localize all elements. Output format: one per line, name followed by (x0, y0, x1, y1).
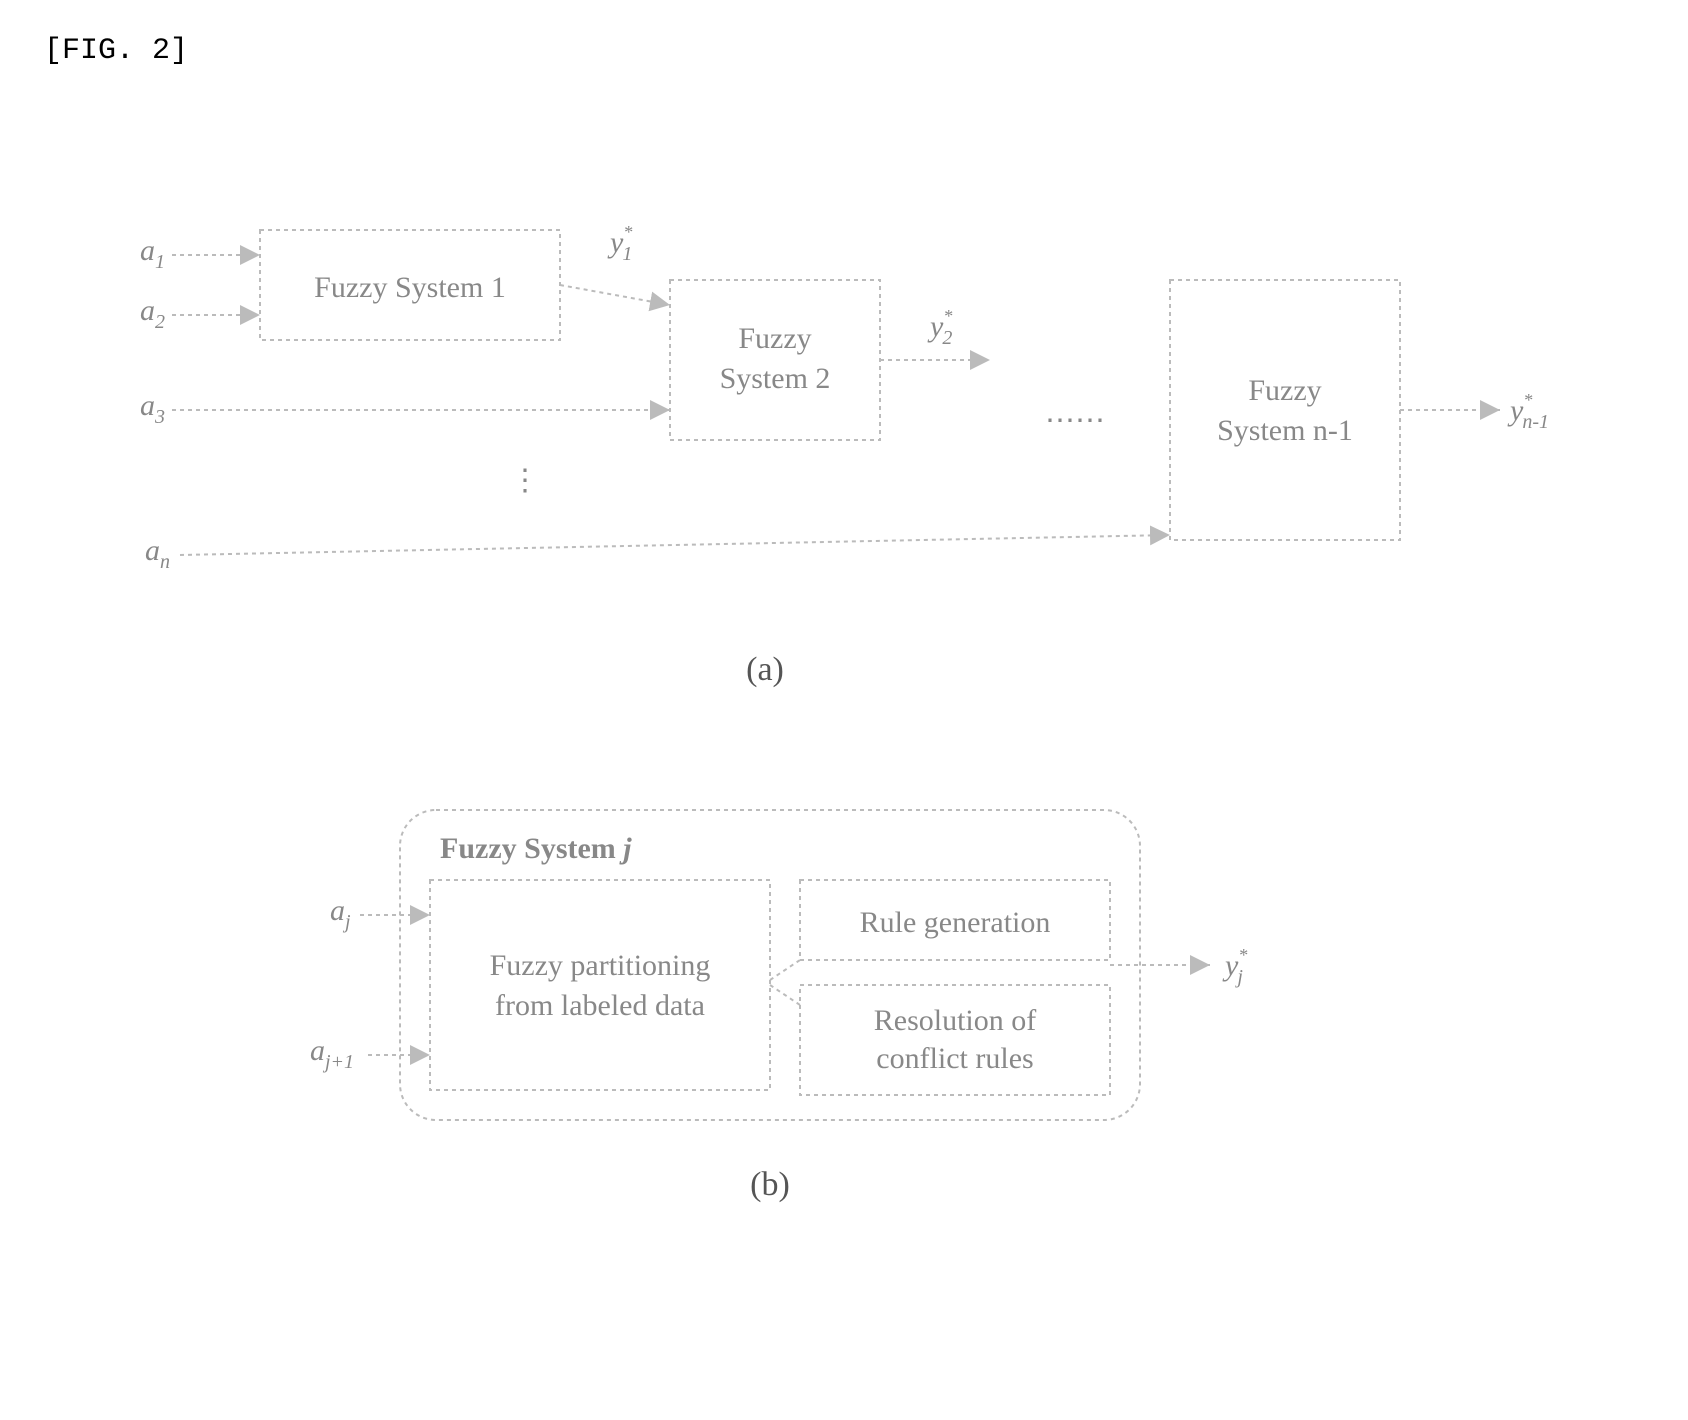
ellipsis-vertical: ⋮ (510, 464, 540, 497)
input-aj1-label: aj+1 (310, 1034, 354, 1073)
input-an-label: an (145, 534, 170, 573)
node-inner-left-l2: from labeled data (495, 989, 705, 1022)
output-yn-label: y*n-1 (1507, 390, 1549, 433)
diagram-a: Fuzzy System 1 Fuzzy System 2 Fuzzy Syst… (140, 222, 1549, 688)
diagram-container: Fuzzy System 1 Fuzzy System 2 Fuzzy Syst… (0, 0, 1688, 1415)
sublabel-b: (b) (750, 1166, 790, 1203)
node-fs2-label-l1: Fuzzy (738, 322, 811, 355)
input-a2-label: a2 (140, 294, 165, 333)
diagram-svg: Fuzzy System 1 Fuzzy System 2 Fuzzy Syst… (0, 0, 1688, 1415)
output-yj-label: y*j (1222, 945, 1247, 988)
node-outer-title: Fuzzy System j (440, 832, 632, 865)
node-inner-rb-l1: Resolution of (874, 1004, 1037, 1037)
node-fsn (1170, 280, 1400, 540)
input-a1-label: a1 (140, 234, 165, 273)
input-aj-label: aj (330, 894, 351, 933)
node-inner-rt-l1: Rule generation (860, 906, 1051, 939)
edge-an-fsn (180, 535, 1170, 555)
node-inner-left-l1: Fuzzy partitioning (490, 949, 711, 982)
diagram-b: Fuzzy System j Fuzzy partitioning from l… (310, 810, 1247, 1203)
edge-inner-lr-top (770, 960, 800, 980)
node-fsn-label-l1: Fuzzy (1248, 374, 1321, 407)
ellipsis-horizontal: ⋯⋯ (1045, 404, 1105, 437)
node-fs1-label: Fuzzy System 1 (314, 271, 506, 304)
input-a3-label: a3 (140, 389, 165, 428)
edge-inner-lr-bottom (770, 985, 800, 1005)
node-fsn-label-l2: System n-1 (1217, 414, 1353, 447)
edge-fs1-fs2 (560, 285, 670, 305)
node-fs2 (670, 280, 880, 440)
node-fs2-label-l2: System 2 (720, 362, 831, 395)
output-y1-label: y*1 (607, 222, 632, 265)
output-y2-label: y*2 (927, 306, 952, 349)
sublabel-a: (a) (746, 651, 784, 688)
node-inner-left (430, 880, 770, 1090)
node-inner-rb-l2: conflict rules (876, 1042, 1033, 1075)
node-inner-rb (800, 985, 1110, 1095)
